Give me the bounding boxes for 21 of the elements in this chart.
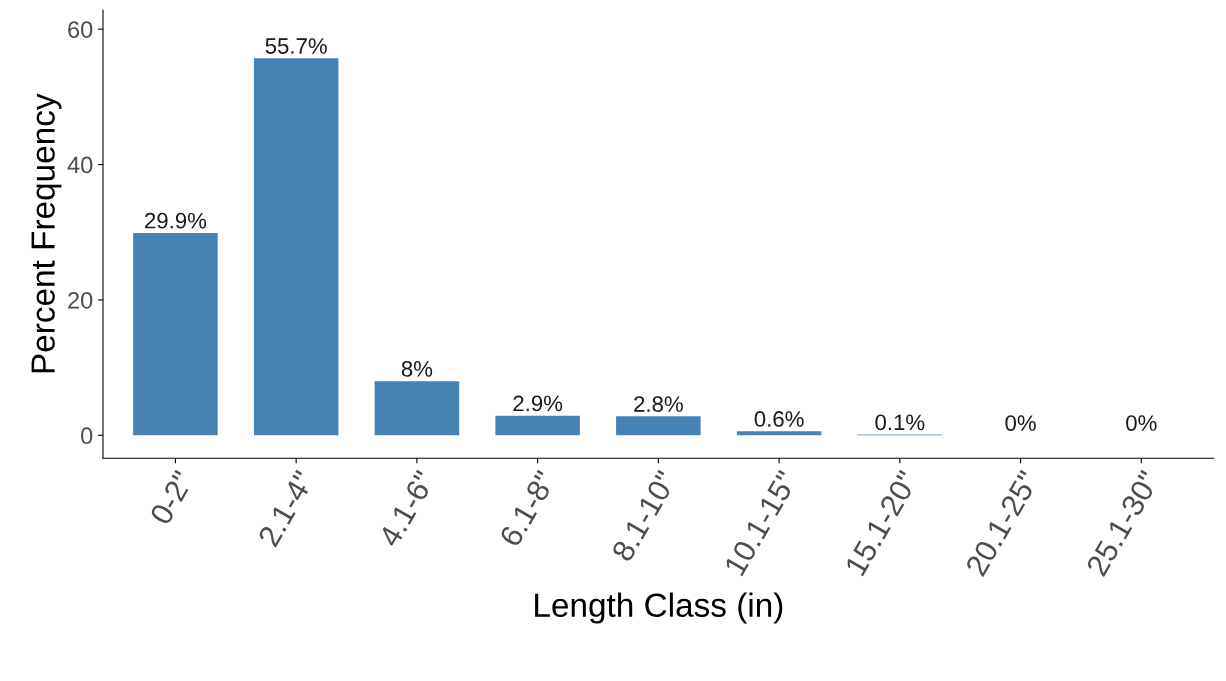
y-tick-label: 20 xyxy=(68,291,93,309)
data-label: 2.9% xyxy=(513,395,563,412)
data-label: 0% xyxy=(1126,415,1157,431)
y-tick-label: 40 xyxy=(67,156,93,174)
bar xyxy=(616,416,701,436)
bar xyxy=(495,415,580,436)
data-label: 2.8% xyxy=(634,396,683,412)
data-label: 0.1% xyxy=(875,414,925,431)
y-tick-label: 0 xyxy=(81,427,93,445)
data-label: 0.6% xyxy=(754,411,804,427)
y-axis-title: Percent Frequency xyxy=(31,93,62,373)
data-label: 0% xyxy=(1005,415,1036,431)
data-label: 8% xyxy=(401,361,433,377)
bar xyxy=(374,381,460,436)
data-label: 55.7% xyxy=(265,38,327,54)
x-axis-title: Length Class (in) xyxy=(535,592,783,624)
bar xyxy=(253,58,339,436)
bar xyxy=(736,431,822,436)
data-label: 29.9% xyxy=(145,212,207,229)
y-tick-label: 60 xyxy=(68,21,93,38)
bar xyxy=(133,232,218,436)
